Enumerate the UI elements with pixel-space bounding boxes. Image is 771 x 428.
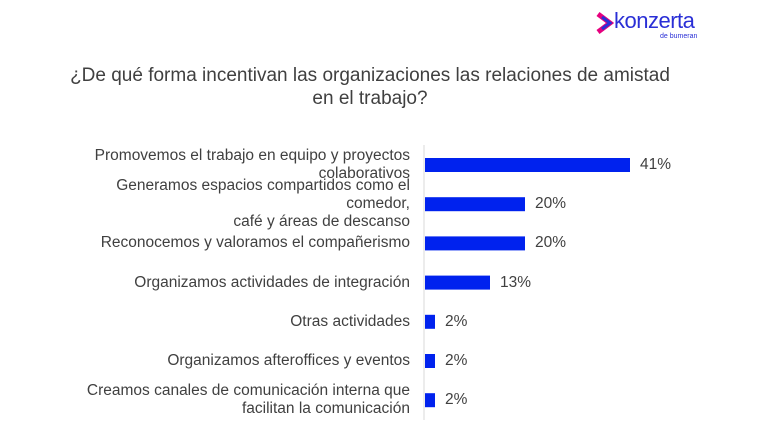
bar bbox=[425, 158, 630, 172]
title-line: ¿De qué forma incentivan las organizacio… bbox=[70, 65, 670, 86]
bar bbox=[425, 236, 525, 251]
category-label-line: café y áreas de descanso bbox=[233, 213, 410, 231]
logo-chevron-icon bbox=[596, 12, 614, 34]
category-label-line: colaborativos bbox=[318, 165, 410, 182]
data-label: 20% bbox=[535, 195, 567, 213]
category-label-line: Reconocemos y valoramos el compañerismo bbox=[100, 234, 410, 252]
category-label-line: Promovemos el trabajo en equipo y proyec… bbox=[94, 147, 410, 164]
bar bbox=[425, 275, 490, 290]
data-label: 13% bbox=[500, 273, 532, 291]
bar bbox=[425, 314, 435, 329]
category-label: Organizamos afteroffices y eventos bbox=[50, 352, 410, 370]
logo-subtitle: de bumeran bbox=[660, 33, 698, 40]
chart-title: ¿De qué forma incentivan las organizacio… bbox=[40, 64, 700, 110]
bar bbox=[425, 393, 435, 408]
category-label-line: Organizamos afteroffices y eventos bbox=[167, 352, 410, 369]
category-label: Organizamos actividades de integración bbox=[50, 274, 410, 292]
category-label: Promovemos el trabajo en equipo y proyec… bbox=[50, 147, 410, 183]
category-label-line: Organizamos actividades de integración bbox=[134, 273, 410, 291]
data-label: 41% bbox=[640, 156, 672, 173]
category-label: Otras actividades bbox=[50, 313, 410, 331]
bar bbox=[425, 354, 435, 368]
category-label: Generamos espacios compartidos como el c… bbox=[50, 177, 410, 231]
data-label: 2% bbox=[445, 312, 468, 330]
category-label-line: Creamos canales de comunicación interna … bbox=[86, 382, 410, 400]
bar bbox=[425, 197, 525, 212]
category-label: Reconocemos y valoramos el compañerismo bbox=[50, 234, 410, 252]
category-label: Creamos canales de comunicación interna … bbox=[50, 382, 410, 418]
data-label: 2% bbox=[445, 352, 468, 369]
konzerta-logo: konzerta de bumeran bbox=[596, 8, 706, 44]
title-line: en el trabajo? bbox=[312, 88, 428, 109]
data-label: 2% bbox=[445, 391, 468, 409]
category-label-line: Otras actividades bbox=[290, 312, 410, 330]
category-label-line: facilitan la comunicación bbox=[241, 400, 410, 418]
data-label: 20% bbox=[535, 234, 567, 252]
logo-wordmark: konzerta bbox=[614, 8, 695, 33]
category-label-line: Generamos espacios compartidos como el c… bbox=[116, 177, 410, 213]
